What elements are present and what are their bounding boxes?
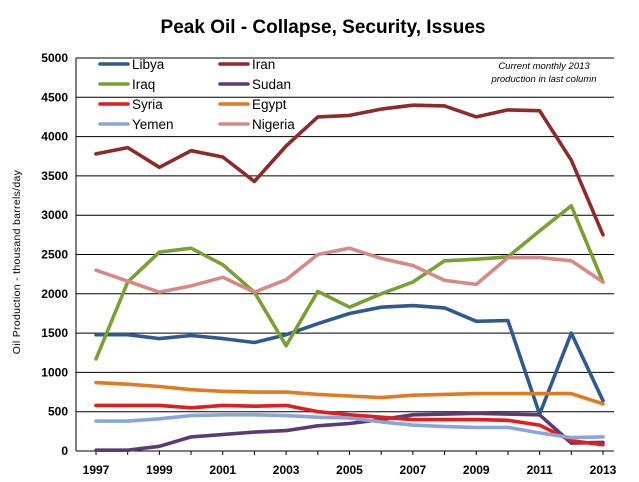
x-tick-label: 2005 <box>336 463 363 477</box>
legend-label-iran: Iran <box>252 57 275 72</box>
y-tick-label: 2500 <box>41 248 68 262</box>
annotation-line-1: Current monthly 2013 <box>498 61 590 72</box>
series-line-yemen <box>94 412 605 440</box>
y-tick-label: 3000 <box>41 208 68 222</box>
series-line-sudan <box>94 411 605 453</box>
x-tick-label: 1997 <box>83 463 110 477</box>
x-tick-label: 2013 <box>590 463 617 477</box>
annotation-line-2: production in last column <box>490 74 596 85</box>
y-tick-label: 1000 <box>41 365 68 379</box>
legend-label-iraq: Iraq <box>132 77 155 92</box>
series-line-libya <box>94 303 605 416</box>
series-line-syria <box>94 403 605 447</box>
gridlines <box>75 57 614 455</box>
x-tick-label: 1999 <box>146 463 173 477</box>
x-tick-label: 2009 <box>463 463 490 477</box>
y-tick-label: 1500 <box>41 326 68 340</box>
series-line-nigeria <box>94 246 605 295</box>
y-tick-label: 4000 <box>41 130 68 144</box>
legend: Libya Iran Iraq Sudan Syria Egypt Yemen Nigeria <box>98 57 295 132</box>
series-line-egypt <box>94 380 605 406</box>
y-tick-label: 4500 <box>41 90 68 104</box>
legend-label-libya: Libya <box>132 57 165 72</box>
legend-label-nigeria: Nigeria <box>252 117 295 132</box>
chart-title: Peak Oil - Collapse, Security, Issues <box>161 17 486 38</box>
y-tick-label: 3500 <box>41 169 68 183</box>
y-tick-label: 0 <box>61 444 68 458</box>
series-line-iran <box>94 103 605 237</box>
series-line-iraq <box>94 204 605 361</box>
y-tick-labels: 0 500 1000 1500 2000 2500 3000 3500 4000 4500 5000 <box>41 51 68 458</box>
x-tick-label: 2003 <box>273 463 300 477</box>
y-tick-label: 5000 <box>41 51 68 65</box>
legend-label-yemen: Yemen <box>132 117 174 132</box>
x-tick-label: 2011 <box>527 463 553 477</box>
series-lines <box>94 103 605 453</box>
legend-label-sudan: Sudan <box>252 77 291 92</box>
legend-label-egypt: Egypt <box>252 97 287 112</box>
x-tick-label: 2007 <box>400 463 427 477</box>
y-tick-label: 2000 <box>41 287 68 301</box>
legend-label-syria: Syria <box>132 97 163 112</box>
y-axis-label: Oil Production - thousand barrels/day <box>11 169 23 354</box>
y-tick-label: 500 <box>48 405 68 419</box>
x-tick-label: 2001 <box>209 463 236 477</box>
x-tick-labels: 1997 1999 2001 2003 2005 2007 2009 2011 2013 <box>83 463 617 477</box>
